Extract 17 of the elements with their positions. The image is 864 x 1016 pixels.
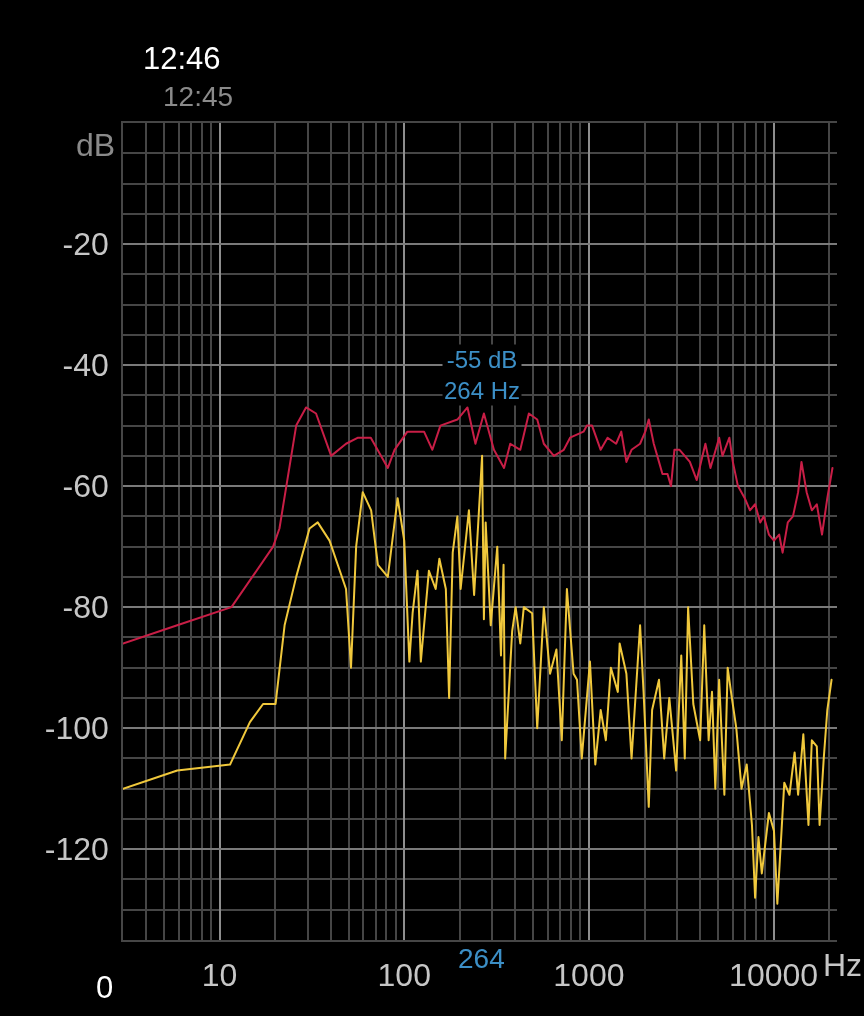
text: 12:45 — [163, 81, 234, 112]
text: 264 — [458, 943, 505, 974]
text: 12:46 — [143, 41, 221, 76]
y-tick-label: -20 — [62, 226, 109, 263]
y-tick-label: -80 — [62, 589, 109, 626]
x-tick-label: 10000 — [729, 957, 819, 994]
x-axis-title: Hz — [823, 947, 863, 983]
x-tick-label: 1000 — [553, 957, 625, 994]
text: 0 — [96, 970, 114, 1005]
y-axis-title: dB — [76, 127, 116, 163]
y-tick-label: -120 — [44, 831, 109, 868]
y-tick-label: -100 — [44, 710, 109, 747]
annotation: -55 dB 264 Hz — [444, 346, 521, 405]
y-tick-label: -40 — [62, 347, 109, 384]
x-tick-label: 100 — [377, 957, 431, 994]
x-tick-label: 10 — [201, 957, 238, 994]
y-tick-label: -60 — [62, 468, 109, 505]
